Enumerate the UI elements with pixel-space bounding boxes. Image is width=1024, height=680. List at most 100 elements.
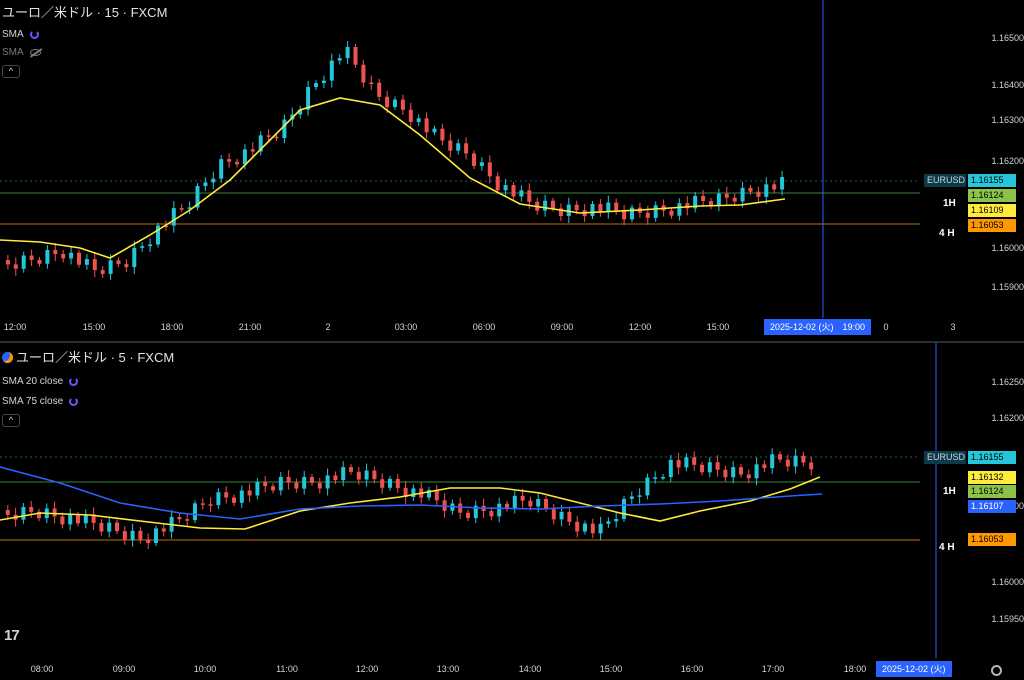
bottom-indicator-sma75[interactable]: SMA 75 close xyxy=(2,392,174,410)
candle xyxy=(614,202,619,211)
candle xyxy=(29,255,34,260)
time-axis-label: 11:00 xyxy=(276,664,298,674)
top-symbol-title[interactable]: ユーロ／米ドル · 15 · FXCM xyxy=(2,5,168,20)
candle xyxy=(520,495,525,501)
candle xyxy=(353,47,358,65)
candle xyxy=(239,490,244,503)
candle xyxy=(693,195,698,209)
candle xyxy=(282,119,287,139)
time-axis-label: 09:00 xyxy=(550,322,574,332)
candle xyxy=(511,185,516,197)
sma75-price-tag: 1.16107 xyxy=(968,500,1016,513)
candle xyxy=(408,109,413,122)
candle xyxy=(411,488,416,497)
candle xyxy=(5,260,10,265)
time-axis-label: 17:00 xyxy=(761,664,785,674)
bottom-chart-pane[interactable]: ユーロ／米ドル · 5 · FXCM SMA 20 close SMA 75 c… xyxy=(0,343,1024,680)
candle xyxy=(497,503,502,517)
candle xyxy=(195,186,200,208)
bottom-chart-canvas[interactable] xyxy=(0,343,1024,680)
candle xyxy=(116,260,121,265)
sync-icon[interactable] xyxy=(69,376,79,386)
globe-icon xyxy=(2,352,13,363)
candle xyxy=(622,210,627,220)
candle xyxy=(321,80,326,84)
eye-hidden-icon[interactable] xyxy=(29,48,41,56)
candle xyxy=(559,511,564,520)
candle xyxy=(479,162,484,166)
top-indicator-sma-2[interactable]: SMA xyxy=(2,43,167,61)
candle xyxy=(388,478,392,488)
symbol-tag: EURUSD xyxy=(924,174,966,187)
candle xyxy=(211,178,216,183)
candle xyxy=(684,457,689,468)
candle xyxy=(427,489,431,498)
candle xyxy=(45,250,50,264)
candle xyxy=(473,505,478,519)
candle xyxy=(146,539,151,543)
candle xyxy=(161,528,166,532)
sma20-price-tag: 1.16132 xyxy=(968,471,1016,484)
top-chart-pane[interactable]: ユーロ／米ドル · 15 · FXCM SMA SMA ^ 1.16500 1.… xyxy=(0,0,1024,341)
candle xyxy=(278,476,283,491)
candle xyxy=(739,467,743,475)
pane-divider[interactable] xyxy=(0,341,1024,343)
h4-label: 4 H xyxy=(939,228,955,239)
candle xyxy=(770,454,775,469)
collapse-legend-button[interactable]: ^ xyxy=(2,414,20,427)
candle xyxy=(337,58,342,61)
candle xyxy=(224,492,229,498)
candle xyxy=(61,253,66,259)
candle xyxy=(677,203,682,216)
candle xyxy=(258,135,263,152)
candle xyxy=(472,153,476,166)
candle xyxy=(124,264,129,268)
price-axis-label: 1.16000 xyxy=(991,243,1024,253)
gear-icon[interactable] xyxy=(991,665,1002,676)
bottom-legend: ユーロ／米ドル · 5 · FXCM SMA 20 close SMA 75 c… xyxy=(2,347,174,427)
candle xyxy=(715,462,720,470)
candle xyxy=(785,459,790,467)
candle xyxy=(356,471,361,480)
sync-icon[interactable] xyxy=(69,396,79,406)
time-axis-label: 15:00 xyxy=(599,664,623,674)
candle xyxy=(130,530,135,540)
green-level-tag: 1.16124 xyxy=(968,485,1016,498)
candle xyxy=(544,499,548,510)
sync-icon[interactable] xyxy=(29,29,39,39)
top-indicator-sma-1[interactable]: SMA xyxy=(2,25,167,43)
candle xyxy=(748,187,753,192)
candle xyxy=(69,252,74,259)
candle xyxy=(21,506,26,520)
collapse-legend-button[interactable]: ^ xyxy=(2,65,20,78)
candle xyxy=(754,464,759,479)
bottom-indicator-sma20[interactable]: SMA 20 close xyxy=(2,372,174,390)
time-axis-label: 2 xyxy=(325,322,331,332)
tradingview-logo[interactable]: 17 xyxy=(4,627,20,644)
candle xyxy=(676,459,681,468)
candle xyxy=(606,202,611,212)
price-axis-label: 1.16000 xyxy=(991,577,1024,587)
sma-price-tag: 1.16109 xyxy=(968,204,1016,217)
candle xyxy=(108,260,113,274)
candle xyxy=(424,118,429,133)
candle xyxy=(76,514,80,524)
candle xyxy=(400,99,405,110)
candle xyxy=(138,530,143,540)
top-legend: ユーロ／米ドル · 15 · FXCM SMA SMA ^ xyxy=(2,2,167,78)
current-price-tag: 1.16155 xyxy=(968,451,1016,464)
candle xyxy=(614,518,619,522)
candle xyxy=(780,177,785,190)
candle xyxy=(115,522,119,532)
h1-label: 1H xyxy=(943,486,956,497)
bottom-symbol-title[interactable]: ユーロ／米ドル · 5 · FXCM xyxy=(2,347,174,366)
candle xyxy=(566,204,571,217)
candle xyxy=(21,255,26,269)
candle xyxy=(187,207,192,209)
price-axis-label: 1.15950 xyxy=(991,614,1024,624)
candle xyxy=(53,250,58,254)
candle xyxy=(707,462,712,473)
top-chart-canvas[interactable] xyxy=(0,0,1024,341)
candle xyxy=(91,514,96,523)
candle xyxy=(107,522,112,532)
